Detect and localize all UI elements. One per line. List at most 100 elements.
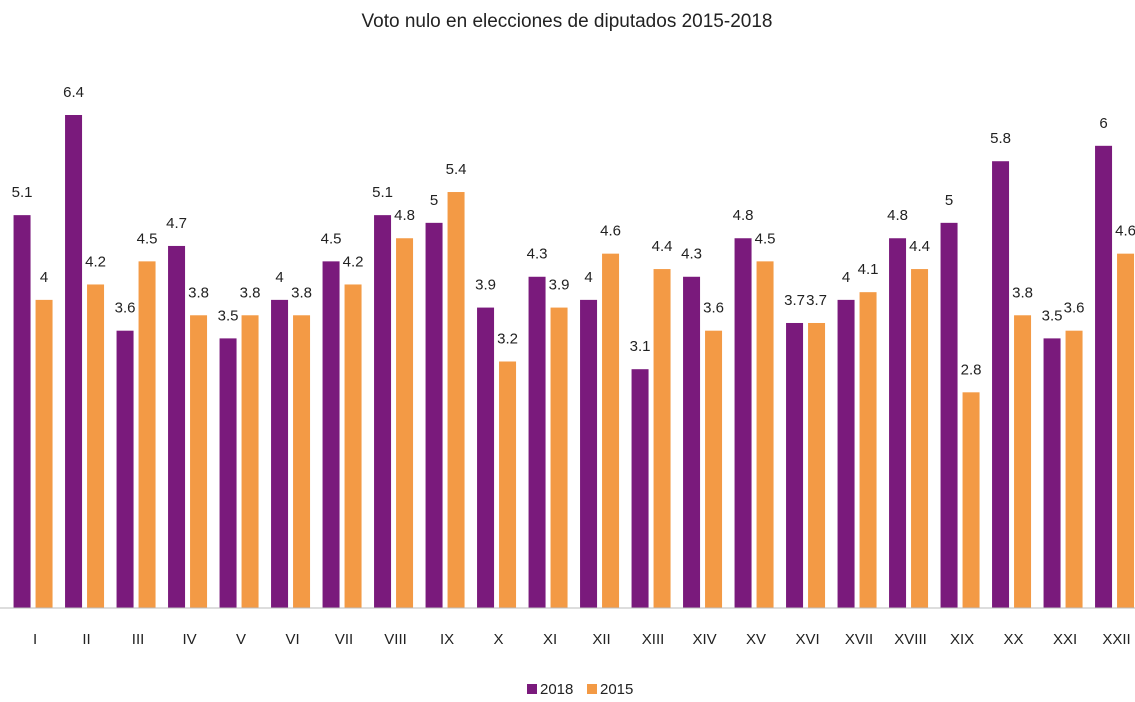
data-label: 4.5 bbox=[137, 230, 158, 247]
bar bbox=[911, 269, 929, 608]
data-label: 5.1 bbox=[12, 184, 33, 201]
data-label: 4.2 bbox=[343, 253, 364, 270]
bar bbox=[168, 245, 186, 608]
legend-label: 2018 bbox=[540, 681, 573, 698]
bar bbox=[322, 261, 340, 608]
bar bbox=[808, 322, 826, 608]
bar bbox=[374, 215, 392, 608]
bar bbox=[396, 238, 414, 608]
x-tick-label: XIV bbox=[692, 631, 716, 648]
bar bbox=[190, 315, 208, 608]
x-tick-label: VIII bbox=[384, 631, 407, 648]
data-label: 3.1 bbox=[630, 338, 651, 355]
bar bbox=[734, 238, 752, 608]
legend-swatch bbox=[527, 684, 537, 694]
bar bbox=[241, 315, 259, 608]
data-label: 4.4 bbox=[909, 238, 930, 255]
data-label: 4.8 bbox=[394, 207, 415, 224]
x-tick-label: IX bbox=[440, 631, 454, 648]
bar bbox=[528, 276, 546, 608]
x-tick-label: XVI bbox=[795, 631, 819, 648]
bar bbox=[293, 315, 311, 608]
data-label: 5 bbox=[945, 192, 953, 209]
bar bbox=[602, 253, 620, 608]
x-tick-label: V bbox=[236, 631, 246, 648]
data-label: 4.7 bbox=[166, 215, 187, 232]
data-label: 3.6 bbox=[115, 300, 136, 317]
data-label: 3.8 bbox=[291, 284, 312, 301]
x-tick-label: VII bbox=[335, 631, 353, 648]
data-label: 4 bbox=[275, 269, 283, 286]
data-label: 4.5 bbox=[321, 230, 342, 247]
x-tick-label: III bbox=[132, 631, 145, 648]
data-label: 4.8 bbox=[733, 207, 754, 224]
data-label: 5.4 bbox=[446, 161, 467, 178]
bar bbox=[477, 307, 495, 608]
bar bbox=[1014, 315, 1032, 608]
bar bbox=[35, 299, 53, 608]
data-label: 4.1 bbox=[858, 261, 879, 278]
x-tick-label: XII bbox=[592, 631, 610, 648]
data-label: 3.7 bbox=[784, 292, 805, 309]
data-label: 4.6 bbox=[600, 223, 621, 240]
x-tick-label: XX bbox=[1004, 631, 1024, 648]
bar bbox=[786, 322, 804, 608]
bar bbox=[271, 299, 289, 608]
chart-title: Voto nulo en elecciones de diputados 201… bbox=[362, 11, 773, 32]
bar bbox=[580, 299, 598, 608]
bar bbox=[116, 330, 134, 608]
bar bbox=[962, 392, 980, 608]
data-label: 3.9 bbox=[549, 277, 570, 294]
x-tick-label: IV bbox=[182, 631, 196, 648]
bar bbox=[683, 276, 701, 608]
bar bbox=[859, 292, 877, 608]
x-tick-label: I bbox=[33, 631, 37, 648]
bar bbox=[631, 369, 649, 608]
data-label: 3.8 bbox=[188, 284, 209, 301]
bar bbox=[1095, 145, 1113, 608]
data-label: 3.5 bbox=[218, 307, 239, 324]
bar bbox=[756, 261, 774, 608]
data-label: 3.9 bbox=[475, 277, 496, 294]
bar bbox=[940, 222, 958, 608]
x-tick-label: XXI bbox=[1053, 631, 1077, 648]
data-label: 6.4 bbox=[63, 84, 84, 101]
bar bbox=[499, 361, 517, 608]
x-tick-label: XVIII bbox=[894, 631, 927, 648]
data-label: 3.6 bbox=[703, 300, 724, 317]
data-label: 4 bbox=[584, 269, 592, 286]
data-label: 5 bbox=[430, 192, 438, 209]
data-label: 4 bbox=[40, 269, 48, 286]
data-label: 3.6 bbox=[1064, 300, 1085, 317]
data-label: 4.4 bbox=[652, 238, 673, 255]
data-label: 4.8 bbox=[887, 207, 908, 224]
bar bbox=[1117, 253, 1135, 608]
x-tick-label: VI bbox=[285, 631, 299, 648]
bar bbox=[550, 307, 568, 608]
x-tick-label: XXII bbox=[1102, 631, 1130, 648]
x-tick-label: XI bbox=[543, 631, 557, 648]
bar bbox=[889, 238, 907, 608]
bar bbox=[344, 284, 362, 608]
x-tick-label: XVII bbox=[845, 631, 873, 648]
bar bbox=[138, 261, 156, 608]
data-label: 3.8 bbox=[240, 284, 261, 301]
bar bbox=[447, 192, 465, 608]
data-label: 4 bbox=[842, 269, 850, 286]
legend-swatch bbox=[587, 684, 597, 694]
data-label: 4.2 bbox=[85, 253, 106, 270]
x-tick-label: XIX bbox=[950, 631, 974, 648]
bar bbox=[837, 299, 855, 608]
data-label: 4.3 bbox=[527, 246, 548, 263]
bar bbox=[425, 222, 443, 608]
x-tick-label: X bbox=[494, 631, 504, 648]
data-label: 5.8 bbox=[990, 130, 1011, 147]
x-tick-label: XV bbox=[746, 631, 766, 648]
data-label: 3.5 bbox=[1042, 307, 1063, 324]
bar bbox=[653, 269, 671, 608]
data-label: 4.3 bbox=[681, 246, 702, 263]
bar bbox=[65, 115, 83, 608]
bar bbox=[1043, 338, 1061, 608]
